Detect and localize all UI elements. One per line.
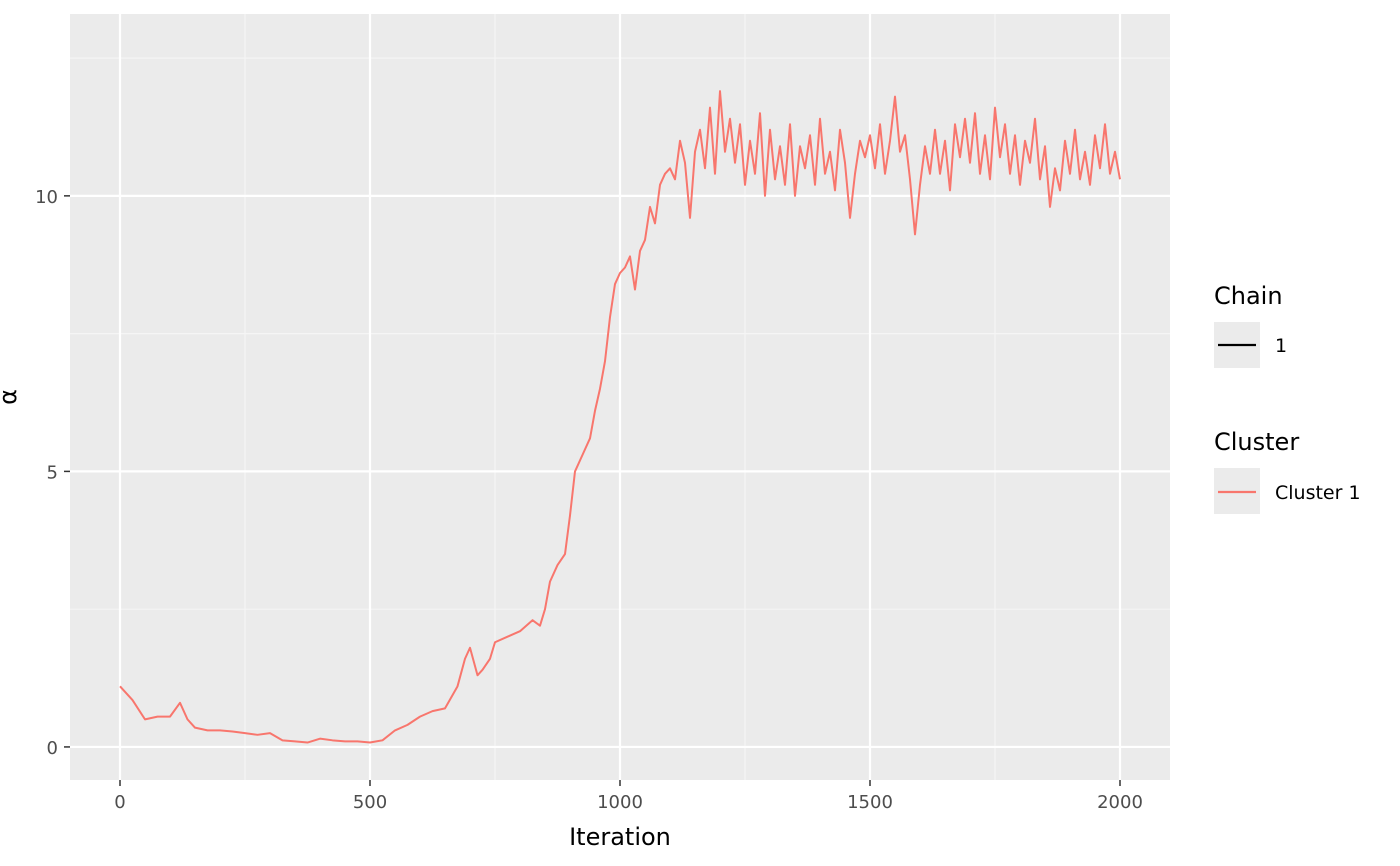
legend-label-cluster-1: Cluster 1 bbox=[1275, 482, 1361, 504]
y-axis: 0 5 10 bbox=[35, 187, 70, 759]
x-tick-label: 500 bbox=[353, 792, 387, 813]
legend: Chain 1 Cluster Cluster 1 bbox=[1214, 282, 1361, 514]
x-tick-label: 2000 bbox=[1097, 792, 1143, 813]
legend-label-chain-1: 1 bbox=[1275, 335, 1287, 357]
y-axis-title: α bbox=[0, 389, 22, 405]
x-tick-label: 0 bbox=[114, 792, 125, 813]
legend-title-chain: Chain bbox=[1214, 282, 1283, 310]
y-tick-label: 0 bbox=[47, 738, 58, 759]
y-tick-label: 10 bbox=[35, 187, 58, 208]
x-axis: 0 500 1000 1500 2000 bbox=[114, 780, 1143, 813]
y-tick-label: 5 bbox=[47, 462, 58, 483]
x-tick-label: 1000 bbox=[597, 792, 643, 813]
series-line-cluster-1 bbox=[119, 90, 1121, 744]
series-layer bbox=[119, 90, 1121, 744]
x-tick-label: 1500 bbox=[847, 792, 893, 813]
legend-title-cluster: Cluster bbox=[1214, 428, 1299, 456]
x-axis-title: Iteration bbox=[569, 823, 671, 851]
